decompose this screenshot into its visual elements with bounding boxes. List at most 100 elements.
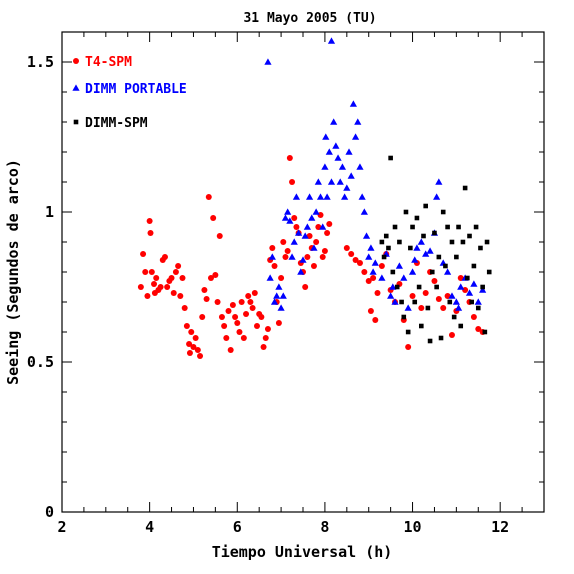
data-point xyxy=(324,230,331,236)
data-point xyxy=(144,293,151,299)
data-point xyxy=(201,287,208,293)
data-point xyxy=(405,344,412,350)
data-point xyxy=(421,233,426,239)
data-point xyxy=(404,304,412,311)
data-points xyxy=(137,37,492,359)
data-point xyxy=(151,281,158,287)
data-point xyxy=(332,142,340,149)
data-point xyxy=(427,338,433,344)
data-point xyxy=(302,284,309,290)
data-point xyxy=(347,172,355,179)
axis-ticks: 2 4 6 8 10 12 0 0.5 1 1.5 xyxy=(27,31,545,536)
data-point xyxy=(326,221,333,227)
data-point xyxy=(435,296,442,302)
data-point xyxy=(358,193,366,200)
data-point xyxy=(429,269,435,275)
data-point xyxy=(260,344,267,350)
data-point xyxy=(207,275,214,281)
data-point xyxy=(247,299,254,305)
data-point xyxy=(146,218,153,224)
data-point xyxy=(408,245,413,251)
data-point xyxy=(480,284,485,290)
data-point xyxy=(462,185,468,191)
data-point xyxy=(270,298,279,305)
data-point xyxy=(409,293,416,299)
data-point xyxy=(397,239,402,245)
data-point xyxy=(454,254,459,260)
data-point xyxy=(352,257,359,263)
data-point xyxy=(386,245,391,251)
data-point xyxy=(290,238,298,245)
data-point xyxy=(467,233,472,239)
data-point xyxy=(314,178,322,185)
data-point xyxy=(413,244,421,251)
data-point xyxy=(188,329,195,335)
x-tick-label: 2 xyxy=(57,518,66,536)
data-point xyxy=(181,305,188,311)
series-2 xyxy=(264,37,487,311)
data-point xyxy=(361,269,368,275)
data-point xyxy=(140,251,147,257)
data-point xyxy=(387,292,395,299)
data-point xyxy=(279,292,287,299)
data-point xyxy=(284,208,292,215)
data-point xyxy=(435,178,443,185)
data-point xyxy=(456,224,461,230)
data-point xyxy=(153,275,160,281)
data-point xyxy=(426,247,434,254)
legend-marker xyxy=(72,84,80,91)
data-point xyxy=(301,232,309,239)
data-point xyxy=(470,280,478,287)
data-point xyxy=(284,248,291,254)
data-point xyxy=(316,193,325,200)
data-point xyxy=(338,163,347,170)
data-point xyxy=(362,232,371,239)
data-point xyxy=(401,314,407,320)
data-point xyxy=(460,239,466,245)
data-point xyxy=(465,275,470,281)
data-point xyxy=(445,224,450,230)
data-point xyxy=(469,299,474,305)
data-point xyxy=(440,209,446,215)
data-point xyxy=(392,224,398,230)
y-tick-label: 1.5 xyxy=(27,53,54,71)
data-point xyxy=(403,209,409,215)
data-point xyxy=(170,290,177,296)
data-point xyxy=(436,254,442,260)
data-point xyxy=(310,263,317,269)
data-point xyxy=(293,224,300,230)
data-point xyxy=(210,215,217,221)
data-point xyxy=(479,286,487,293)
data-point xyxy=(321,163,329,170)
data-point xyxy=(365,253,373,260)
data-point xyxy=(205,194,212,200)
data-point xyxy=(164,284,171,290)
data-point xyxy=(388,155,393,161)
data-point xyxy=(378,263,385,269)
data-point xyxy=(199,314,206,320)
data-point xyxy=(408,268,417,275)
data-point xyxy=(327,178,336,185)
data-point xyxy=(371,259,379,266)
data-point xyxy=(457,283,465,290)
data-point xyxy=(418,305,425,311)
data-point xyxy=(288,253,296,260)
data-point xyxy=(183,323,190,329)
data-point xyxy=(275,320,282,326)
data-point xyxy=(334,154,342,161)
data-point xyxy=(281,214,290,221)
data-point xyxy=(142,269,149,275)
chart-title: 31 Mayo 2005 (TU) xyxy=(243,11,376,26)
data-point xyxy=(280,239,287,245)
data-point xyxy=(411,256,419,263)
data-point xyxy=(336,178,344,185)
data-point xyxy=(369,268,377,275)
data-point xyxy=(374,290,381,296)
data-point xyxy=(277,304,285,311)
data-point xyxy=(451,314,457,320)
legend-entry: DIMM PORTABLE xyxy=(85,82,187,97)
data-point xyxy=(372,317,379,323)
legend-marker xyxy=(73,58,79,64)
data-point xyxy=(378,274,386,281)
